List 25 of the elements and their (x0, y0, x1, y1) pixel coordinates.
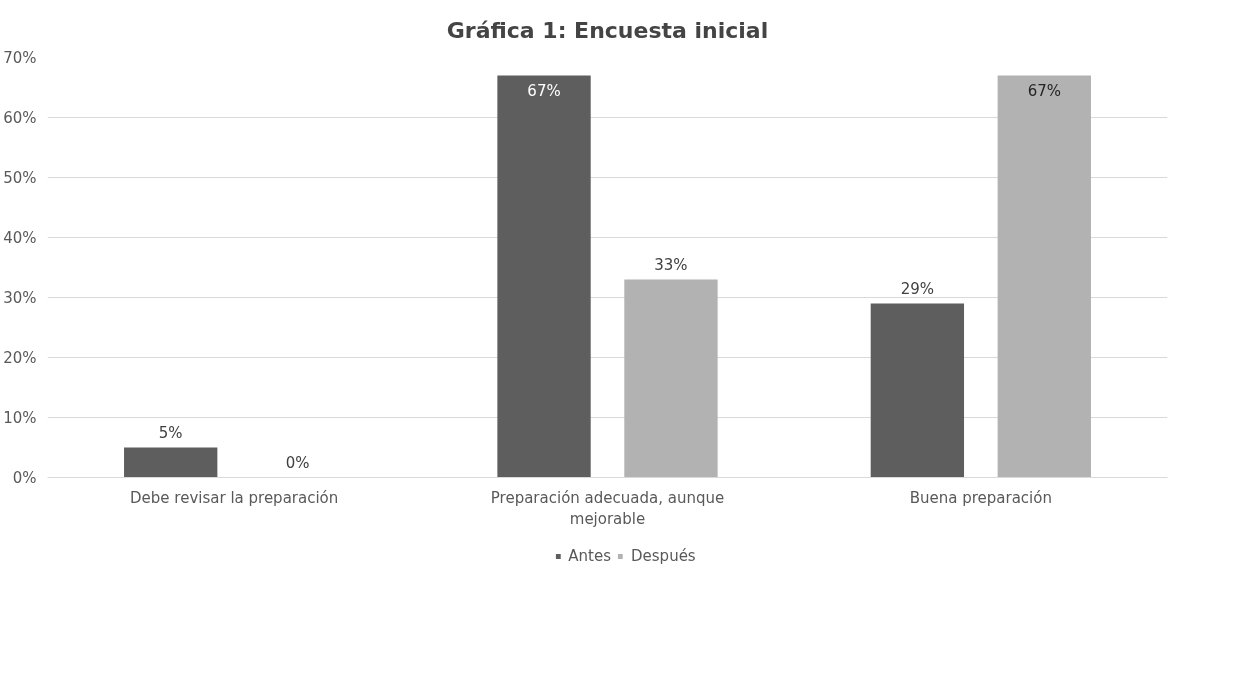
y-tick-label: 0% (12, 468, 37, 487)
y-tick-label: 70% (3, 48, 37, 67)
y-tick-label: 40% (3, 228, 37, 247)
chart-title: Gráfica 1: Encuesta inicial (446, 17, 769, 43)
y-tick-label: 50% (3, 168, 37, 187)
legend-label: Después (631, 547, 696, 565)
y-tick-label: 20% (3, 348, 37, 367)
bar (870, 303, 965, 478)
bar (624, 279, 718, 478)
y-tick-label: 60% (3, 108, 37, 127)
x-tick-label: Debe revisar la preparación (130, 488, 339, 507)
x-tick-label: Buena preparación (909, 488, 1052, 507)
bar (124, 447, 218, 478)
legend-label: Antes (568, 547, 612, 565)
text: 29% (900, 279, 935, 298)
y-tick-label: 30% (3, 288, 37, 307)
text: 67% (527, 81, 561, 100)
x-tick-label: Preparación adecuada, aunque mejorable (490, 488, 725, 529)
text: 67% (1027, 81, 1061, 100)
bar (997, 75, 1091, 478)
text: 0% (285, 453, 310, 472)
bar (497, 75, 591, 478)
y-tick-label: 10% (3, 408, 37, 427)
text: 5% (158, 423, 183, 442)
text: 33% (654, 255, 688, 274)
